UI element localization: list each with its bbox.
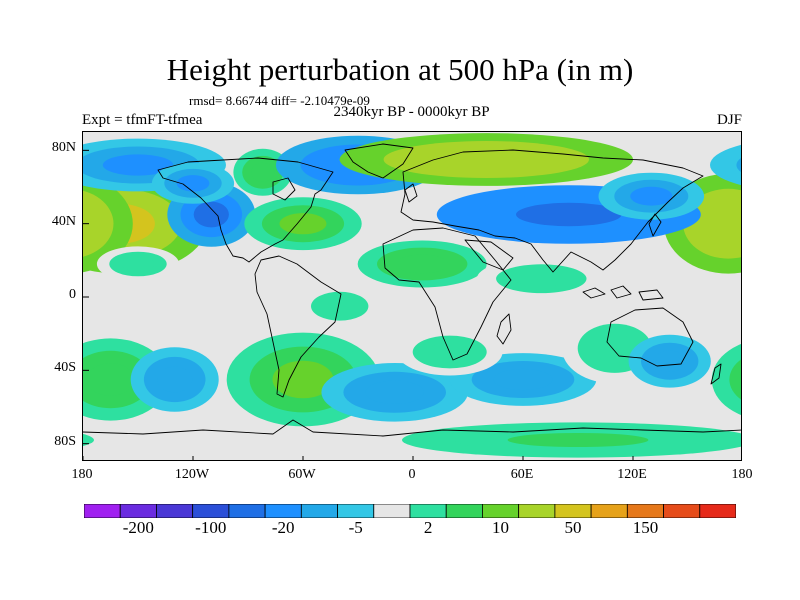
x-tick-label-5: 120E [617,467,647,482]
coast-eurasia [400,149,704,273]
anomaly-22-level-2 [507,433,649,447]
colorbar-swatch-13 [554,504,592,518]
anomaly-15-level-2 [157,366,193,393]
colorbar-swatch-14 [590,504,628,518]
anomaly-3-level-2 [193,201,229,228]
colorbar-swatch-3 [192,504,230,518]
x-tick-label-0: 180 [71,467,93,482]
colorbar-label-5: 10 [492,518,510,537]
colorbar-swatch-1 [119,504,157,518]
colorbar-swatch-11 [482,504,520,518]
colorbar-swatch-17 [699,504,736,518]
x-tick-label-2: 60W [288,467,316,482]
anomaly-8-level-2 [427,148,545,171]
anomaly-13-level-2 [121,257,155,271]
colorbar-swatch-4 [228,504,266,518]
colorbar-label-2: -20 [271,518,295,537]
coast-north-america [157,157,334,263]
anomaly-14-level-2 [87,363,134,396]
colorbar-label-6: 50 [564,518,582,537]
colorbar-swatch-2 [156,504,194,518]
axis-ticks [83,149,634,460]
colorbar-swatch-10 [445,504,483,518]
coast-antarctica [83,419,741,437]
coast-africa [382,227,512,361]
chart-title: Height perturbation at 500 hPa (in m) [166,52,634,87]
anomaly-4-level-2 [176,175,210,192]
chart-subtitle: 2340kyr BP - 0000kyr BP [333,104,490,120]
colorbar-swatch-6 [300,504,338,518]
anomaly-5-level-2 [251,162,275,182]
anomaly-2-level-0-wrap [710,144,741,186]
anomaly-14-level-0-wrap [711,343,741,416]
colorbar-label-3: -5 [348,518,363,537]
anomaly-20-level-2 [593,334,636,363]
anomaly-1-level-2 [702,203,741,244]
y-tick-label-3: 40S [54,360,76,376]
colorbar-swatch-12 [518,504,556,518]
y-tick-label-0: 80N [51,140,76,156]
coastlines [83,143,741,437]
anomaly-11-level-2 [630,186,673,206]
height-field [83,133,741,458]
coast-indonesia [582,285,664,301]
anomaly-14-level-1-wrap [729,359,741,400]
anomaly-2-level-2 [102,154,174,176]
colorbar-swatch-8 [373,504,411,518]
x-tick-label-6: 180 [731,467,753,482]
colorbar-swatch-0 [84,504,121,518]
coast-south-america [254,255,342,398]
anomaly-12-level-2 [515,270,568,287]
colorbar-label-4: 2 [423,518,433,537]
anomaly-18-level-2 [493,368,553,391]
coast-greenland [344,143,414,179]
colorbar-swatch-5 [264,504,302,518]
anomaly-10-level-2 [396,254,449,274]
coast-madagascar [496,313,512,345]
anomaly-22-level-0-wrap [83,433,94,447]
anomaly-6-level-2 [279,213,327,235]
colorbar [84,504,736,518]
anomaly-1-level-1-wrap [83,190,114,257]
x-tick-label-1: 120W [174,467,210,482]
experiment-label: Expt = tfmFT-tfmea [82,112,203,128]
x-tick-label-3: 0 [408,467,416,482]
colorbar-swatch-16 [663,504,701,518]
y-tick-label-4: 80S [54,433,76,449]
colorbar-label-1: -100 [195,518,227,537]
anomaly-23-level-2 [323,298,357,315]
colorbar-label-7: 150 [632,518,659,537]
colorbar-label-0: -200 [122,518,154,537]
anomaly-2-level-1-wrap [736,157,741,173]
map-svg [83,133,741,460]
map-plot-area [82,131,742,461]
rmsd-stats: rmsd= 8.66744 diff= -2.10479e-09 [189,93,370,108]
anomaly-21-level-2 [653,350,687,372]
coast-new-zealand [710,363,722,385]
coast-arabia [464,239,514,271]
coast-australia [606,307,694,367]
y-tick-label-1: 40N [51,213,76,229]
coast-japan [648,213,662,237]
y-tick-label-2: 0 [69,287,76,302]
anomaly-9-level-2 [516,202,622,227]
colorbar-swatch-15 [626,504,664,518]
coast-uk [404,183,418,203]
coast-hudson-bay [272,177,296,201]
x-tick-label-4: 60E [510,467,534,482]
anomaly-17-level-2 [365,380,425,404]
anomaly-16-level-2 [272,360,334,399]
season-label: DJF [716,112,742,128]
colorbar-swatch-7 [337,504,375,518]
colorbar-swatch-9 [409,504,447,518]
